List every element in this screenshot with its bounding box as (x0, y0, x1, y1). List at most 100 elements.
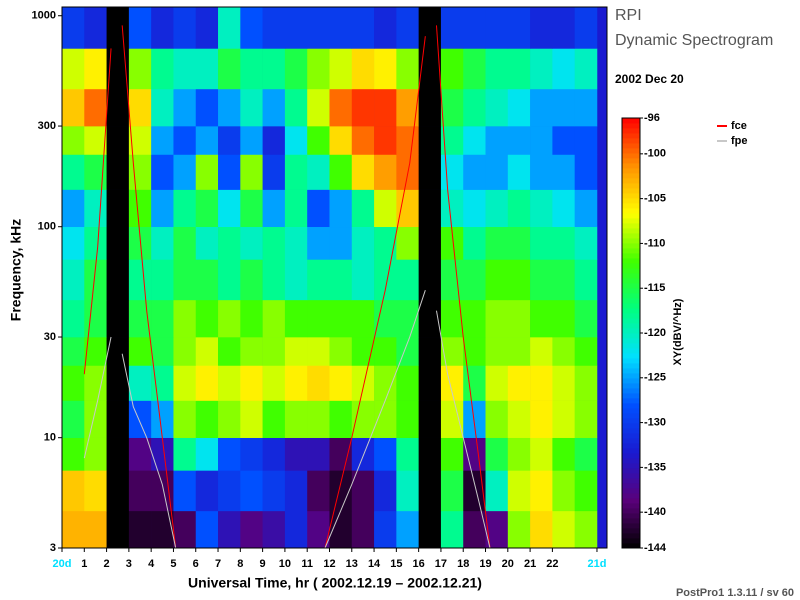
spectrogram-cell (552, 337, 575, 366)
spectrogram-cell (262, 189, 286, 228)
spectrogram-cell (84, 470, 107, 512)
spectrogram-cell (507, 365, 531, 401)
spectrogram-cell (329, 437, 353, 471)
spectrogram-cell (240, 299, 263, 338)
spectrogram-cell (151, 126, 174, 155)
spectrogram-cell (374, 470, 397, 512)
spectrogram-cell (463, 437, 486, 471)
spectrogram-cell (262, 510, 286, 549)
spectrogram-cell (396, 126, 419, 155)
colorbar-step (622, 433, 640, 439)
spectrogram-cell (62, 470, 85, 512)
spectrogram-cell (507, 337, 531, 366)
spectrogram-cell (307, 437, 330, 471)
spectrogram-cell (574, 154, 598, 190)
spectrogram-cell (507, 437, 531, 471)
spectrogram-cell (396, 337, 419, 366)
spectrogram-cell (552, 126, 575, 155)
x-tick-label: 16 (413, 558, 425, 570)
spectrogram-cell (128, 126, 152, 155)
colorbar-step (622, 118, 640, 124)
x-tick-label: 5 (170, 558, 176, 570)
colorbar-step (622, 503, 640, 509)
spectrogram-cell (240, 48, 263, 90)
spectrogram-cell (374, 437, 397, 471)
spectrogram-cell (418, 470, 442, 512)
spectrogram-cell (485, 189, 509, 228)
spectrogram-cell (218, 226, 241, 260)
spectrogram-cell (351, 226, 375, 260)
colorbar-step (622, 283, 640, 289)
spectrogram-cell (284, 88, 308, 127)
colorbar-step (622, 533, 640, 539)
spectrogram-cell (284, 470, 308, 512)
spectrogram-cell (351, 7, 375, 49)
spectrogram-cell (173, 226, 197, 260)
spectrogram-cell (62, 154, 85, 190)
spectrogram-cell (485, 259, 509, 301)
colorbar-step (622, 398, 640, 404)
colorbar-step (622, 453, 640, 459)
spectrogram-cell (284, 126, 308, 155)
spectrogram-cell (307, 510, 330, 549)
spectrogram-cell (240, 7, 263, 49)
x-tick-label: 21 (524, 558, 536, 570)
x-tick-label: 12 (323, 558, 335, 570)
spectrogram-cell (284, 437, 308, 471)
colorbar-step (622, 343, 640, 349)
colorbar-step (622, 538, 640, 544)
spectrogram-cell (374, 259, 397, 301)
spectrogram-cell (128, 154, 152, 190)
colorbar-step (622, 193, 640, 199)
spectrogram-cell (128, 189, 152, 228)
x-tick-label: 2 (104, 558, 110, 570)
spectrogram-cell (574, 365, 598, 401)
spectrogram-cell (374, 299, 397, 338)
spectrogram-cell (374, 126, 397, 155)
spectrogram-cell (307, 48, 330, 90)
spectrogram-cell (128, 7, 152, 49)
spectrogram-cell (195, 365, 219, 401)
colorbar-step (622, 338, 640, 344)
spectrogram-cell (240, 154, 263, 190)
spectrogram-cell (329, 470, 353, 512)
spectrogram-cell (218, 299, 241, 338)
spectrogram-cell (374, 226, 397, 260)
spectrogram-cell (151, 470, 174, 512)
chart-title: RPI (615, 7, 642, 24)
x-tick-label: 15 (390, 558, 402, 570)
colorbar-tick-label: -100 (644, 148, 666, 160)
spectrogram-cell (463, 48, 486, 90)
spectrogram-cell (218, 48, 241, 90)
spectrogram-cell (84, 400, 107, 438)
colorbar-step (622, 158, 640, 164)
spectrogram-cell (84, 7, 107, 49)
spectrogram-cell (195, 7, 219, 49)
spectrogram-cell (552, 437, 575, 471)
spectrogram-cell (440, 365, 464, 401)
spectrogram-cell (106, 437, 130, 471)
colorbar-step (622, 468, 640, 474)
spectrogram-cell (62, 88, 85, 127)
spectrogram-cell (128, 365, 152, 401)
spectrogram-cell (307, 154, 330, 190)
colorbar-step (622, 333, 640, 339)
spectrogram-cell (351, 154, 375, 190)
x-tick-label: 21d (587, 558, 606, 570)
colorbar-step (622, 318, 640, 324)
colorbar-step (622, 148, 640, 154)
spectrogram-cell (173, 337, 197, 366)
spectrogram-cell (62, 437, 85, 471)
colorbar-step (622, 143, 640, 149)
spectrogram-cell (195, 299, 219, 338)
spectrogram-cell (574, 126, 598, 155)
colorbar-step (622, 518, 640, 524)
colorbar-tick-label: -115 (644, 282, 665, 294)
spectrogram-cell (84, 154, 107, 190)
spectrogram-cell (173, 299, 197, 338)
spectrogram-cell (552, 510, 575, 549)
spectrogram-cell (195, 400, 219, 438)
spectrogram-cell (396, 7, 419, 49)
spectrogram-cell (530, 126, 553, 155)
spectrogram-cell (195, 510, 219, 549)
